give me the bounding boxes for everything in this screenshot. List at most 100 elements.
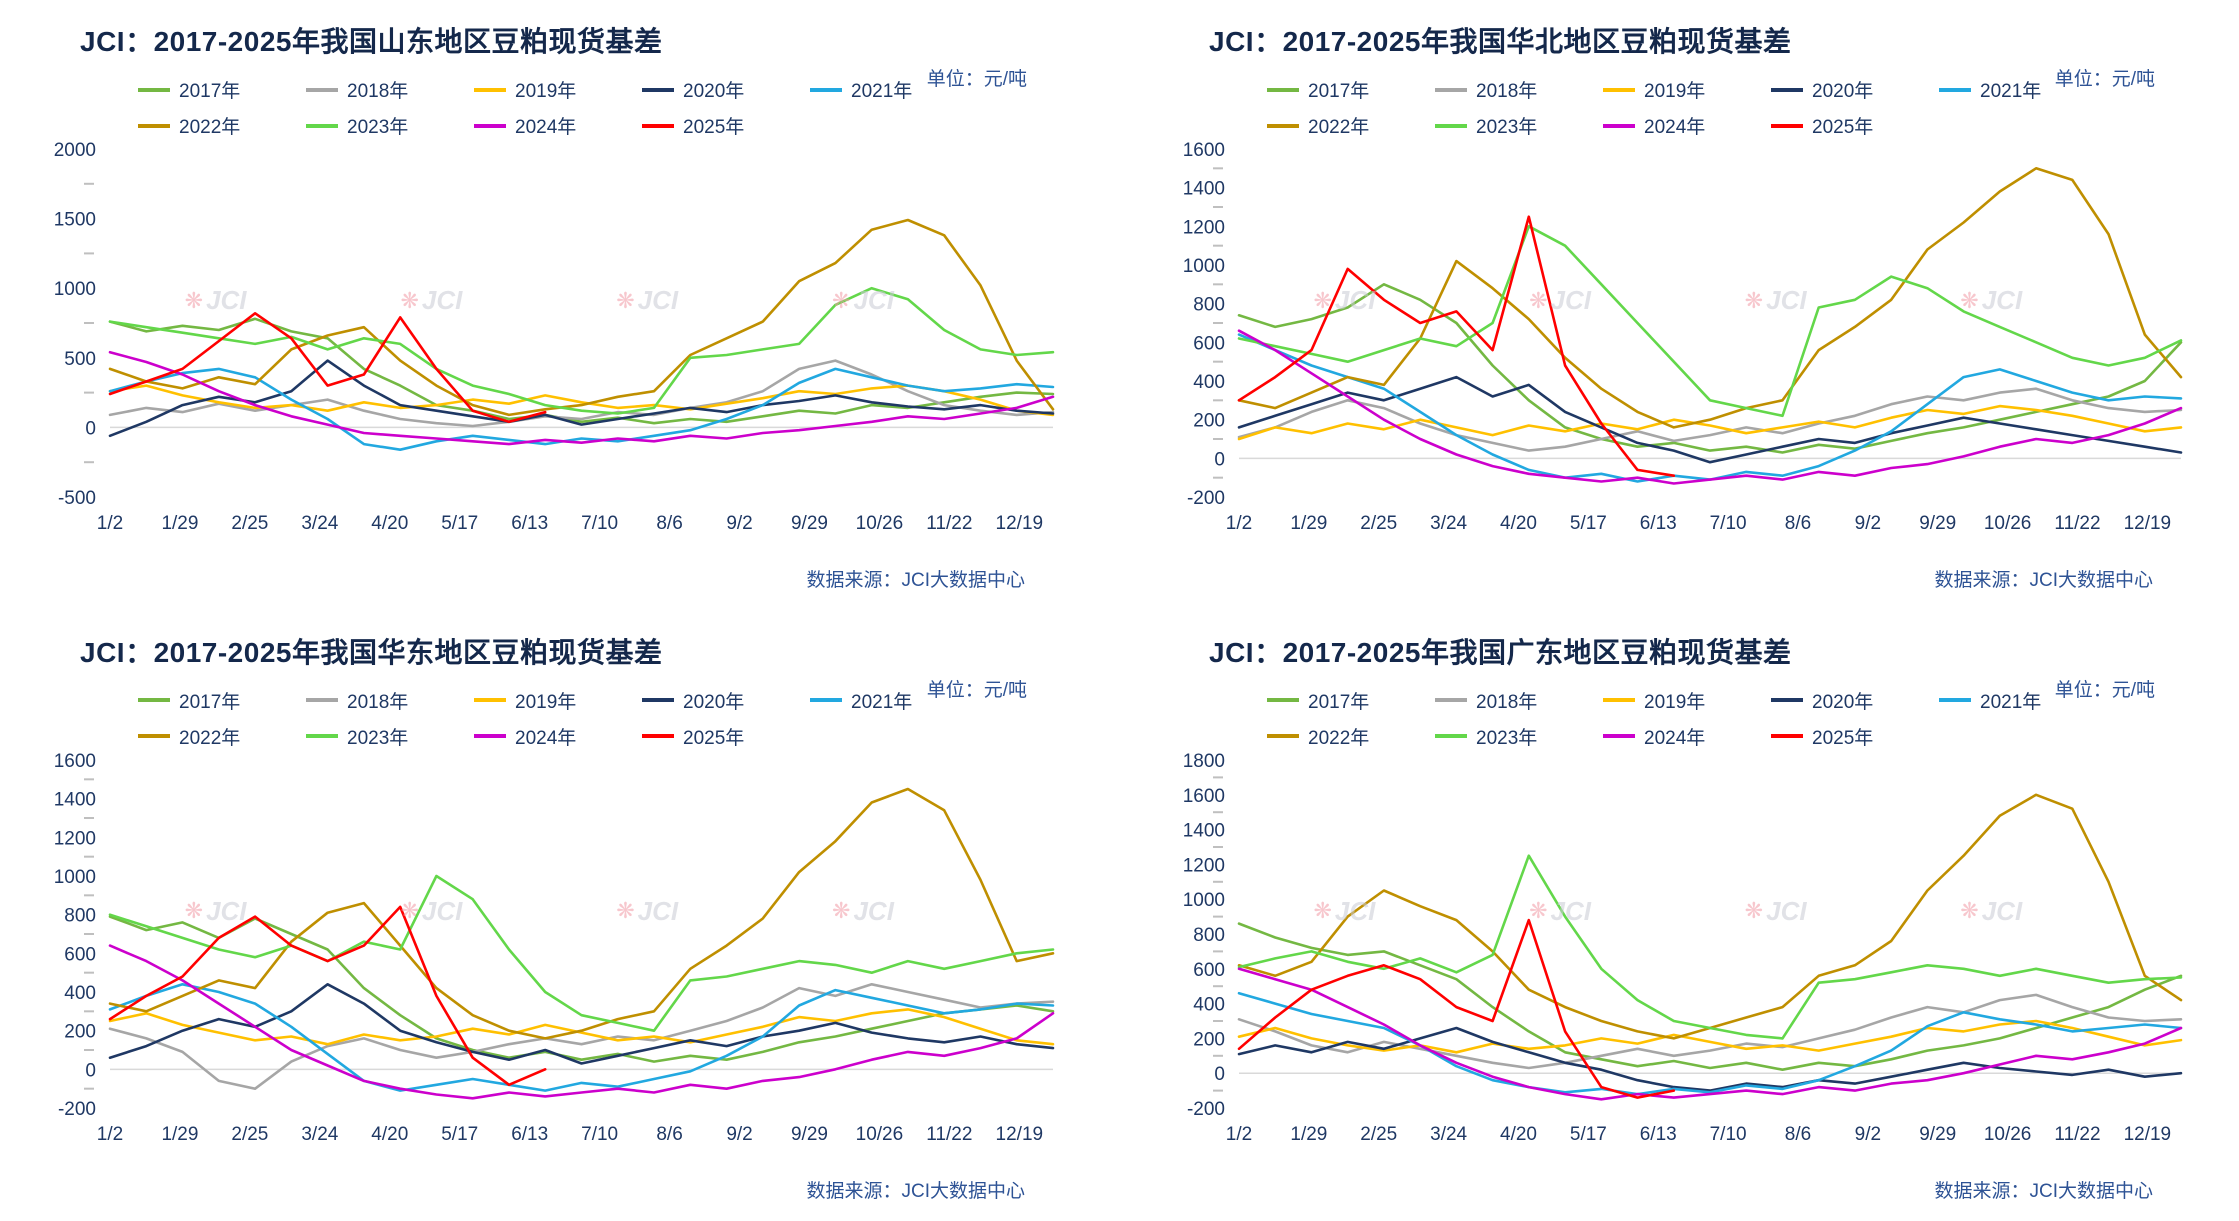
legend-item-2025年: 2025年: [642, 112, 810, 139]
x-tick-label: 9/29: [791, 513, 828, 534]
y-tick-label: 600: [1193, 959, 1225, 980]
legend-label: 2018年: [347, 691, 409, 713]
source-label: 数据来源：JCI大数据中心: [1934, 570, 2153, 591]
x-tick-label: 3/24: [301, 513, 338, 534]
legend-line-swatch: [306, 734, 338, 738]
y-tick-label: 800: [64, 905, 96, 926]
series-2021年: [108, 982, 1055, 1092]
x-tick-label: 9/2: [726, 513, 752, 534]
series-2020年: [108, 359, 1055, 438]
y-tick-label: 500: [64, 349, 96, 370]
legend-label: 2017年: [179, 691, 241, 713]
legend-item-2017年: 2017年: [1267, 76, 1435, 103]
legend-item-2022年: 2022年: [1267, 112, 1435, 139]
y-tick-label: 1400: [54, 789, 96, 810]
series-2023年: [1237, 853, 2183, 1040]
legend-line-swatch: [1771, 123, 1803, 128]
legend-label: 2018年: [1476, 691, 1538, 713]
unit-label: 单位：元/吨: [926, 679, 1027, 701]
x-tick-label: 8/6: [1785, 1124, 1811, 1145]
legend-item-2025年: 2025年: [642, 723, 810, 750]
chart-title: JCI：2017-2025年我国广东地区豆粕现货基差: [1209, 636, 1792, 668]
x-tick-label: 7/10: [1710, 513, 1747, 534]
legend-item-2019年: 2019年: [474, 76, 642, 103]
legend-item-2020年: 2020年: [642, 687, 810, 714]
series-2023年: [108, 874, 1055, 1032]
series-2023年: [108, 286, 1055, 415]
legend-line-swatch: [810, 698, 842, 702]
y-tick-label: 1000: [54, 279, 96, 300]
legend-item-2021年: 2021年: [1939, 76, 2107, 103]
legend-line-swatch: [306, 123, 338, 128]
legend-label: 2021年: [1980, 81, 2042, 102]
chart-panel-shandong: JCI：2017-2025年我国山东地区豆粕现货基差 单位：元/吨 2017年 2…: [0, 0, 1111, 610]
source-label: 数据来源：JCI大数据中心: [806, 570, 1025, 591]
legend-label: 2025年: [683, 117, 745, 138]
y-tick-label: 1000: [1183, 256, 1225, 277]
x-tick-label: 11/22: [2054, 513, 2100, 534]
legend-label: 2019年: [515, 691, 577, 713]
y-tick-label: 400: [64, 983, 96, 1004]
y-tick-label: -200: [1187, 488, 1225, 509]
y-tick-label: 200: [1193, 1029, 1225, 1050]
x-tick-label: 3/24: [1430, 1124, 1467, 1145]
legend-label: 2020年: [683, 81, 745, 102]
series-2020年: [108, 982, 1055, 1065]
legend-line-swatch: [1939, 87, 1971, 92]
legend-label: 2025年: [683, 727, 745, 749]
x-tick-label: 2/25: [231, 513, 268, 534]
y-tick-label: 0: [85, 418, 96, 439]
legend-item-2019年: 2019年: [474, 687, 642, 714]
x-tick-label: 10/26: [856, 1124, 904, 1145]
legend-item-2018年: 2018年: [306, 687, 474, 714]
legend-line-swatch: [474, 87, 506, 92]
legend-line-swatch: [306, 87, 338, 92]
y-tick-label: 1400: [1183, 179, 1225, 200]
legend-item-2017年: 2017年: [1267, 687, 1435, 714]
legend-item-2017年: 2017年: [138, 687, 306, 714]
series-2018年: [108, 982, 1055, 1090]
y-tick-label: 1000: [1183, 890, 1225, 911]
y-tick-label: 1400: [1183, 820, 1225, 841]
legend-item-2018年: 2018年: [1435, 76, 1603, 103]
legend-label: 2017年: [1308, 81, 1370, 102]
legend-line-swatch: [1435, 87, 1467, 92]
legend-item-2021年: 2021年: [810, 76, 978, 103]
chart-panel-huadong: JCI：2017-2025年我国华东地区豆粕现货基差 单位：元/吨 2017年 2…: [0, 610, 1111, 1221]
legend-item-2018年: 2018年: [1435, 687, 1603, 714]
x-tick-label: 6/13: [1640, 1124, 1677, 1145]
x-tick-label: 3/24: [1430, 513, 1467, 534]
y-tick-label: 1500: [54, 210, 96, 231]
legend-line-swatch: [1771, 734, 1803, 738]
legend-item-2024年: 2024年: [474, 723, 642, 750]
legend-label: 2024年: [515, 727, 577, 749]
legend-label: 2021年: [851, 81, 913, 102]
chart-panel-guangdong: JCI：2017-2025年我国广东地区豆粕现货基差 单位：元/吨 2017年 2…: [1129, 610, 2239, 1221]
series-2021年: [1237, 991, 2183, 1095]
legend-item-2024年: 2024年: [1603, 112, 1771, 139]
series-2025年: [108, 312, 547, 424]
x-tick-label: 4/20: [371, 513, 408, 534]
x-tick-label: 1/29: [1290, 1124, 1327, 1145]
y-tick-label: 200: [1193, 411, 1225, 432]
legend-item-2025年: 2025年: [1771, 723, 1939, 750]
y-tick-label: 600: [1193, 333, 1225, 354]
legend-item-2021年: 2021年: [810, 687, 978, 714]
x-tick-label: 4/20: [1500, 513, 1537, 534]
chart-title: JCI：2017-2025年我国华北地区豆粕现货基差: [1209, 26, 1792, 57]
x-tick-label: 6/13: [511, 1124, 548, 1145]
series-2019年: [108, 1007, 1055, 1046]
legend-line-swatch: [1939, 698, 1971, 702]
plot-area: -200 0 200 400 600 800 1000 1200 1400 1600 1/2 1/29…: [1141, 141, 2219, 541]
x-tick-label: 11/22: [926, 513, 972, 534]
legend-line-swatch: [810, 87, 842, 92]
x-tick-label: 11/22: [926, 1124, 972, 1145]
x-tick-label: 12/19: [996, 1124, 1044, 1145]
legend-item-2020年: 2020年: [1771, 687, 1939, 714]
legend-item-2023年: 2023年: [306, 112, 474, 139]
x-tick-label: 2/25: [1360, 513, 1397, 534]
legend-label: 2022年: [1308, 727, 1370, 749]
y-tick-label: 1200: [54, 828, 96, 849]
series-2024年: [1237, 967, 2183, 1101]
y-tick-label: 1200: [1183, 855, 1225, 876]
